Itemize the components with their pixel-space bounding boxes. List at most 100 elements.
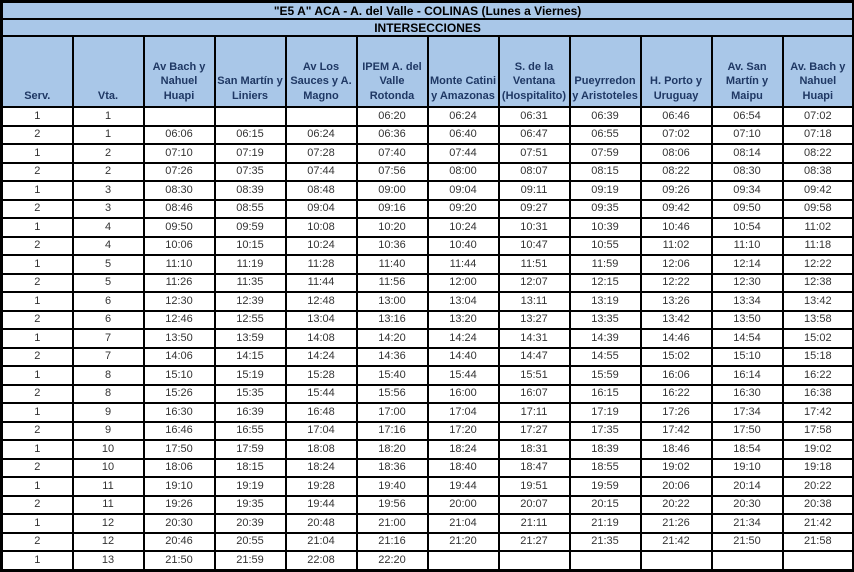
- time-cell: 13:26: [639, 291, 713, 312]
- time-cell: 07:02: [781, 106, 854, 127]
- time-cell: 15:56: [355, 383, 429, 404]
- time-cell: 13:35: [568, 309, 642, 330]
- time-cell: 19:44: [284, 494, 358, 515]
- time-cell: 18:24: [284, 457, 358, 478]
- time-cell: 09:59: [213, 217, 287, 238]
- table-row: 1 2 07:10 07:19 07:28 07:40 07:44 07:51 07:59 08:…: [0, 143, 854, 164]
- table-row: 2 3 08:46 08:55 09:04 09:16 09:20 09:27 09:35 09:…: [0, 198, 854, 219]
- time-cell: 17:04: [426, 402, 500, 423]
- serv-cell: 1: [0, 217, 74, 238]
- time-cell: 19:28: [284, 476, 358, 497]
- table-row: 2 5 11:26 11:35 11:44 11:56 12:00 12:07 12:15 12:…: [0, 272, 854, 293]
- time-cell: 13:04: [284, 309, 358, 330]
- time-cell: 14:24: [284, 346, 358, 367]
- vta-cell: 6: [71, 291, 145, 312]
- time-cell: 14:31: [497, 328, 571, 349]
- time-cell: 06:24: [284, 124, 358, 145]
- table-row: 1 6 12:30 12:39 12:48 13:00 13:04 13:11 13:19 13:…: [0, 291, 854, 312]
- time-cell: 12:22: [639, 272, 713, 293]
- time-cell: 15:18: [781, 346, 854, 367]
- time-cell: 16:14: [710, 365, 784, 386]
- time-cell: 12:07: [497, 272, 571, 293]
- time-cell: 08:14: [710, 143, 784, 164]
- time-cell: 07:26: [142, 161, 216, 182]
- time-cell: 08:38: [781, 161, 854, 182]
- time-cell: 12:06: [639, 254, 713, 275]
- time-cell: 08:39: [213, 180, 287, 201]
- time-cell: 13:04: [426, 291, 500, 312]
- table-row: 2 2 07:26 07:35 07:44 07:56 08:00 08:07 08:15 08:…: [0, 161, 854, 182]
- time-cell: 22:20: [355, 550, 429, 571]
- time-cell: 17:20: [426, 420, 500, 441]
- time-cell: 06:39: [568, 106, 642, 127]
- serv-cell: 1: [0, 365, 74, 386]
- time-cell: 08:06: [639, 143, 713, 164]
- column-header-7: S. de la Ventana (Hospitalito): [497, 35, 571, 108]
- time-cell: 06:40: [426, 124, 500, 145]
- serv-cell: 2: [0, 272, 74, 293]
- column-header-11: Av. Bach y Nahuel Huapi: [781, 35, 854, 108]
- time-cell: 06:55: [568, 124, 642, 145]
- time-cell: 11:35: [213, 272, 287, 293]
- vta-cell: 4: [71, 235, 145, 256]
- time-cell: 07:10: [710, 124, 784, 145]
- vta-cell: 5: [71, 272, 145, 293]
- time-cell: 17:27: [497, 420, 571, 441]
- time-cell: 09:35: [568, 198, 642, 219]
- time-cell: 18:06: [142, 457, 216, 478]
- table-row: 2 1 06:06 06:15 06:24 06:36 06:40 06:47 06:55 07:…: [0, 124, 854, 145]
- time-cell: 09:26: [639, 180, 713, 201]
- table-row: 1 9 16:30 16:39 16:48 17:00 17:04 17:11 17:19 17:…: [0, 402, 854, 423]
- vta-cell: 3: [71, 198, 145, 219]
- time-cell: 18:36: [355, 457, 429, 478]
- time-cell: 17:00: [355, 402, 429, 423]
- serv-cell: 2: [0, 198, 74, 219]
- time-cell: 21:34: [710, 513, 784, 534]
- table-row: 1 11 19:10 19:19 19:28 19:40 19:44 19:51 19:59 20…: [0, 476, 854, 497]
- time-cell: 08:22: [781, 143, 854, 164]
- time-cell: [426, 550, 500, 571]
- time-cell: 12:00: [426, 272, 500, 293]
- column-header-3: San Martín y Liniers: [213, 35, 287, 108]
- time-cell: 17:50: [142, 439, 216, 460]
- time-cell: 20:30: [710, 494, 784, 515]
- time-cell: 07:02: [639, 124, 713, 145]
- table-row: 1 4 09:50 09:59 10:08 10:20 10:24 10:31 10:39 10:…: [0, 217, 854, 238]
- vta-cell: 1: [71, 106, 145, 127]
- time-cell: 21:04: [284, 531, 358, 552]
- time-cell: 19:26: [142, 494, 216, 515]
- vta-cell: 7: [71, 346, 145, 367]
- time-cell: 11:28: [284, 254, 358, 275]
- serv-cell: 2: [0, 383, 74, 404]
- vta-cell: 3: [71, 180, 145, 201]
- time-cell: 18:47: [497, 457, 571, 478]
- time-cell: 19:18: [781, 457, 854, 478]
- time-cell: 21:20: [426, 531, 500, 552]
- time-cell: 09:50: [710, 198, 784, 219]
- time-cell: 13:27: [497, 309, 571, 330]
- time-cell: 14:36: [355, 346, 429, 367]
- column-header-0: Serv.: [0, 35, 74, 108]
- time-cell: 09:20: [426, 198, 500, 219]
- time-cell: 09:00: [355, 180, 429, 201]
- time-cell: 08:30: [142, 180, 216, 201]
- time-cell: 09:50: [142, 217, 216, 238]
- time-cell: 13:00: [355, 291, 429, 312]
- time-cell: 20:15: [568, 494, 642, 515]
- serv-cell: 1: [0, 254, 74, 275]
- time-cell: 08:07: [497, 161, 571, 182]
- time-cell: 15:44: [284, 383, 358, 404]
- table-row: 2 4 10:06 10:15 10:24 10:36 10:40 10:47 10:55 11:…: [0, 235, 854, 256]
- vta-cell: 9: [71, 402, 145, 423]
- time-cell: 18:39: [568, 439, 642, 460]
- vta-cell: 5: [71, 254, 145, 275]
- time-cell: 11:44: [284, 272, 358, 293]
- time-cell: 13:50: [142, 328, 216, 349]
- serv-cell: 1: [0, 439, 74, 460]
- time-cell: 06:54: [710, 106, 784, 127]
- time-cell: 16:15: [568, 383, 642, 404]
- time-cell: 20:46: [142, 531, 216, 552]
- time-cell: [568, 550, 642, 571]
- time-cell: 15:10: [142, 365, 216, 386]
